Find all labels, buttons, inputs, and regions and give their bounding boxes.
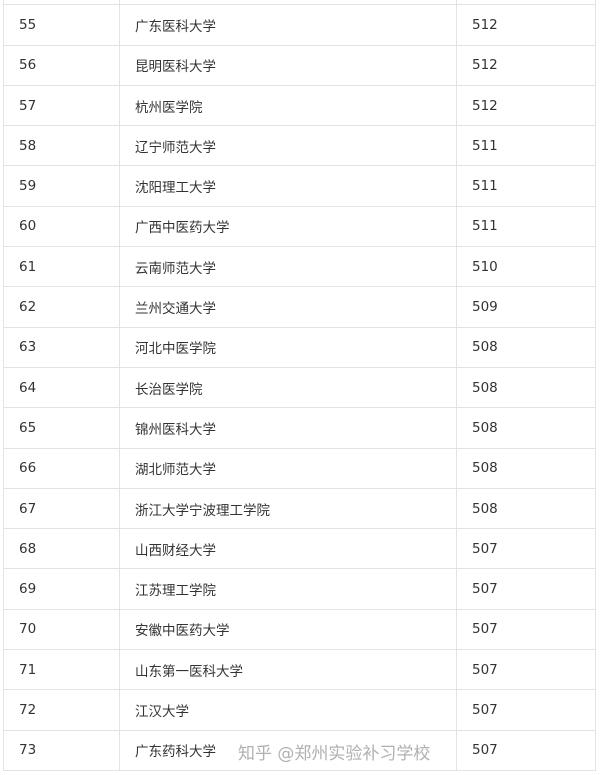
rank-cell: 72 bbox=[3, 689, 120, 731]
university-name-cell: 安徽中医药大学 bbox=[119, 608, 457, 651]
table-row: 61 云南师范大学 510 bbox=[3, 246, 596, 288]
table-row: 66 湖北师范大学 508 bbox=[3, 447, 596, 489]
score-cell: 512 bbox=[456, 84, 596, 127]
university-name-cell: 浙江大学宁波理工学院 bbox=[119, 487, 457, 530]
table-row: 71 山东第一医科大学 507 bbox=[3, 649, 596, 691]
score-cell: 507 bbox=[456, 689, 596, 731]
rank-cell: 71 bbox=[3, 649, 120, 691]
rank-cell: 66 bbox=[3, 447, 120, 489]
score-cell: 508 bbox=[456, 326, 596, 368]
university-name-cell: 云南师范大学 bbox=[119, 246, 457, 288]
rank-cell: 56 bbox=[3, 44, 120, 86]
university-name-cell: 河北中医学院 bbox=[119, 326, 457, 368]
rank-cell: 60 bbox=[3, 205, 120, 248]
university-name-cell: 江苏理工学院 bbox=[119, 568, 457, 610]
score-cell: 507 bbox=[456, 568, 596, 610]
table-row: 68 山西财经大学 507 bbox=[3, 528, 596, 570]
table-row: 58 辽宁师范大学 511 bbox=[3, 125, 596, 167]
score-cell: 509 bbox=[456, 286, 596, 328]
score-cell: 508 bbox=[456, 487, 596, 530]
rank-cell: 68 bbox=[3, 528, 120, 570]
score-cell: 512 bbox=[456, 4, 596, 46]
university-name-cell: 沈阳理工大学 bbox=[119, 165, 457, 207]
table-row: 57 杭州医学院 512 bbox=[3, 84, 596, 127]
table-row: 59 沈阳理工大学 511 bbox=[3, 165, 596, 207]
score-cell: 507 bbox=[456, 729, 596, 771]
table-row: 72 江汉大学 507 bbox=[3, 689, 596, 731]
score-cell: 507 bbox=[456, 528, 596, 570]
rank-cell: 73 bbox=[3, 729, 120, 771]
table-row: 70 安徽中医药大学 507 bbox=[3, 608, 596, 651]
university-name-cell: 广西中医药大学 bbox=[119, 205, 457, 248]
rank-cell: 55 bbox=[3, 4, 120, 46]
score-cell: 507 bbox=[456, 608, 596, 651]
university-name-cell: 江汉大学 bbox=[119, 689, 457, 731]
rank-cell: 62 bbox=[3, 286, 120, 328]
score-cell: 507 bbox=[456, 649, 596, 691]
university-name-cell: 杭州医学院 bbox=[119, 84, 457, 127]
score-cell: 512 bbox=[456, 44, 596, 86]
table-row: 55 广东医科大学 512 bbox=[3, 4, 596, 46]
rank-cell: 70 bbox=[3, 608, 120, 651]
rank-cell: 58 bbox=[3, 125, 120, 167]
ranking-table: 55 广东医科大学 512 56 昆明医科大学 512 57 杭州医学院 512 58 辽宁师范大学… bbox=[3, 0, 596, 771]
table-row: 56 昆明医科大学 512 bbox=[3, 44, 596, 86]
rank-cell: 64 bbox=[3, 366, 120, 409]
table-row: 73 广东药科大学 507 bbox=[3, 729, 596, 771]
table-row: 60 广西中医药大学 511 bbox=[3, 205, 596, 248]
university-name-cell: 广东药科大学 bbox=[119, 729, 457, 771]
table-row: 62 兰州交通大学 509 bbox=[3, 286, 596, 328]
score-cell: 508 bbox=[456, 447, 596, 489]
table-row: 64 长治医学院 508 bbox=[3, 366, 596, 409]
score-cell: 511 bbox=[456, 205, 596, 248]
university-name-cell: 湖北师范大学 bbox=[119, 447, 457, 489]
score-cell: 508 bbox=[456, 366, 596, 409]
rank-cell: 61 bbox=[3, 246, 120, 288]
score-cell: 511 bbox=[456, 125, 596, 167]
rank-cell: 59 bbox=[3, 165, 120, 207]
rank-cell: 57 bbox=[3, 84, 120, 127]
university-name-cell: 昆明医科大学 bbox=[119, 44, 457, 86]
university-name-cell: 长治医学院 bbox=[119, 366, 457, 409]
watermark: 知乎 @郑州实验补习学校 bbox=[238, 744, 431, 764]
table-row: 63 河北中医学院 508 bbox=[3, 326, 596, 368]
rank-cell: 63 bbox=[3, 326, 120, 368]
score-cell: 508 bbox=[456, 407, 596, 449]
score-cell: 511 bbox=[456, 165, 596, 207]
university-name-cell: 锦州医科大学 bbox=[119, 407, 457, 449]
table-row: 67 浙江大学宁波理工学院 508 bbox=[3, 487, 596, 530]
table-row: 65 锦州医科大学 508 bbox=[3, 407, 596, 449]
rank-cell: 65 bbox=[3, 407, 120, 449]
score-cell: 510 bbox=[456, 246, 596, 288]
table-row: 69 江苏理工学院 507 bbox=[3, 568, 596, 610]
university-name-cell: 辽宁师范大学 bbox=[119, 125, 457, 167]
university-name-cell: 山西财经大学 bbox=[119, 528, 457, 570]
university-name-cell: 兰州交通大学 bbox=[119, 286, 457, 328]
university-name-cell: 山东第一医科大学 bbox=[119, 649, 457, 691]
university-name-cell: 广东医科大学 bbox=[119, 4, 457, 46]
rank-cell: 69 bbox=[3, 568, 120, 610]
rank-cell: 67 bbox=[3, 487, 120, 530]
